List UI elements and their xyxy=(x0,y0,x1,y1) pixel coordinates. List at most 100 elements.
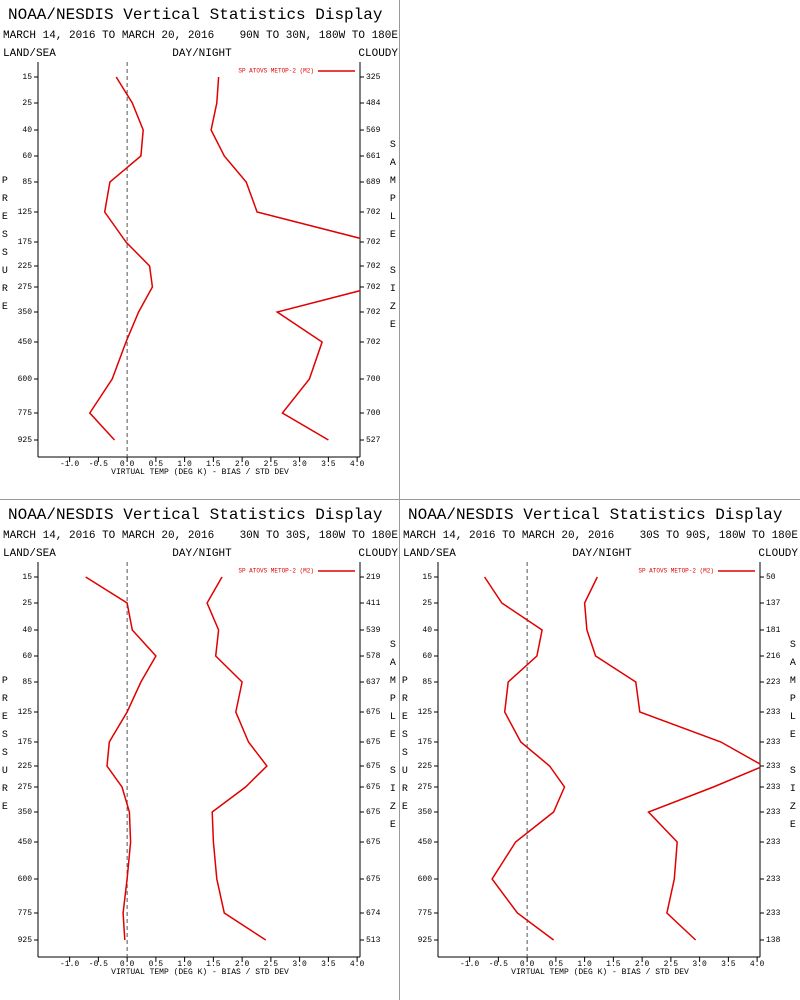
panel: NOAA/NESDIS Vertical Statistics Display M… xyxy=(0,506,398,977)
sample-size: 702 xyxy=(366,238,381,247)
y-tick-label: 450 xyxy=(18,338,33,347)
y-tick-label: 125 xyxy=(418,708,433,717)
y-tick-label: 350 xyxy=(18,308,33,317)
series-line xyxy=(210,76,360,441)
x-tick-label: 2.5 xyxy=(664,960,679,969)
legend-label: SP ATOVS METOP-2 (M2) xyxy=(238,68,314,75)
y-tick-label: 40 xyxy=(422,626,432,635)
y-tick-label: 775 xyxy=(18,909,33,918)
y-tick-label: 600 xyxy=(18,875,33,884)
y-tick-label: 925 xyxy=(418,936,433,945)
sample-size: 675 xyxy=(366,708,381,717)
sample-size: 569 xyxy=(366,126,381,135)
y-tick-label: 60 xyxy=(422,652,432,661)
y-tick-label: 775 xyxy=(418,909,433,918)
x-tick-label: 2.0 xyxy=(635,960,650,969)
x-tick-label: 1.0 xyxy=(177,460,192,469)
y-tick-label: 60 xyxy=(22,152,32,161)
sample-size: 539 xyxy=(366,626,381,635)
y-tick-label: 450 xyxy=(418,838,433,847)
y-axis-label: PRESSURE xyxy=(399,676,410,820)
y-tick-label: 275 xyxy=(418,783,433,792)
sample-size: 233 xyxy=(766,738,781,747)
y-tick-label: 175 xyxy=(18,738,33,747)
panel-title: NOAA/NESDIS Vertical Statistics Display xyxy=(408,506,783,524)
sample-size: 674 xyxy=(366,909,381,918)
x-tick-label: 4.0 xyxy=(350,460,365,469)
sample-size: 513 xyxy=(366,936,381,945)
x-tick-label: 2.5 xyxy=(264,460,279,469)
sample-size: 233 xyxy=(766,838,781,847)
x-tick-label: 3.0 xyxy=(692,960,707,969)
y-tick-label: 15 xyxy=(22,573,32,582)
y-tick-label: 40 xyxy=(22,126,32,135)
y-tick-label: 275 xyxy=(18,283,33,292)
x-tick-label: 1.0 xyxy=(577,960,592,969)
sample-size: 637 xyxy=(366,678,381,687)
region: 30S TO 90S, 180W TO 180E xyxy=(640,530,799,542)
x-tick-label: 0.0 xyxy=(120,960,135,969)
sample-size: 216 xyxy=(766,652,781,661)
x-tick-label: -0.5 xyxy=(489,960,508,969)
y-tick-label: 25 xyxy=(422,599,432,608)
panel-title: NOAA/NESDIS Vertical Statistics Display xyxy=(8,6,383,24)
cloud: CLOUDY xyxy=(358,48,398,60)
y-tick-label: 275 xyxy=(18,783,33,792)
sample-size: 527 xyxy=(366,436,381,445)
date-range: MARCH 14, 2016 TO MARCH 20, 2016 xyxy=(3,30,214,42)
y-tick-label: 225 xyxy=(18,262,33,271)
x-tick-label: 0.5 xyxy=(549,960,564,969)
sample-size: 233 xyxy=(766,909,781,918)
panel: NOAA/NESDIS Vertical Statistics Display M… xyxy=(0,6,399,477)
y-tick-label: 85 xyxy=(422,678,432,687)
y-tick-label: 350 xyxy=(418,808,433,817)
y-tick-label: 350 xyxy=(18,808,33,817)
sample-size: 137 xyxy=(766,599,781,608)
x-tick-label: 4.0 xyxy=(750,960,765,969)
y2-axis-label: SAMPLE SIZE xyxy=(387,640,398,838)
y-axis-label: PRESSURE xyxy=(0,676,10,820)
date-range: MARCH 14, 2016 TO MARCH 20, 2016 xyxy=(3,530,214,542)
sample-size: 675 xyxy=(366,783,381,792)
x-tick-label: 0.5 xyxy=(149,960,164,969)
sample-size: 675 xyxy=(366,762,381,771)
series-line xyxy=(483,576,566,941)
x-axis-label: VIRTUAL TEMP (DEG K) - BIAS / STD DEV xyxy=(111,968,289,977)
land-sea: LAND/SEA xyxy=(3,48,56,60)
y-tick-label: 175 xyxy=(418,738,433,747)
sample-size: 50 xyxy=(766,573,776,582)
y2-axis-label: SAMPLE SIZE xyxy=(787,640,798,838)
y-tick-label: 125 xyxy=(18,208,33,217)
sample-size: 411 xyxy=(366,599,381,608)
region: 90N TO 30N, 180W TO 180E xyxy=(240,30,399,42)
x-tick-label: -0.5 xyxy=(89,960,108,969)
cloud: CLOUDY xyxy=(358,548,398,560)
y-tick-label: 125 xyxy=(18,708,33,717)
y-tick-label: 15 xyxy=(22,73,32,82)
sample-size: 484 xyxy=(366,99,381,108)
x-tick-label: 3.5 xyxy=(321,960,336,969)
y-tick-label: 25 xyxy=(22,599,32,608)
y-tick-label: 60 xyxy=(22,652,32,661)
legend-label: SP ATOVS METOP-2 (M2) xyxy=(638,568,714,575)
y-tick-label: 925 xyxy=(18,936,33,945)
y-tick-label: 600 xyxy=(418,875,433,884)
sample-size: 702 xyxy=(366,208,381,217)
x-tick-label: 1.5 xyxy=(206,960,221,969)
y-tick-label: 775 xyxy=(18,409,33,418)
x-tick-label: 0.0 xyxy=(520,960,535,969)
sample-size: 219 xyxy=(366,573,381,582)
sample-size: 675 xyxy=(366,738,381,747)
x-axis-label: VIRTUAL TEMP (DEG K) - BIAS / STD DEV xyxy=(111,468,289,477)
x-tick-label: -1.0 xyxy=(460,960,479,969)
y-tick-label: 225 xyxy=(18,762,33,771)
land-sea: LAND/SEA xyxy=(3,548,56,560)
series-line xyxy=(583,576,760,941)
sample-size: 181 xyxy=(766,626,781,635)
y-tick-label: 175 xyxy=(18,238,33,247)
sample-size: 675 xyxy=(366,808,381,817)
sample-size: 233 xyxy=(766,808,781,817)
series-line xyxy=(88,76,154,441)
sample-size: 233 xyxy=(766,783,781,792)
